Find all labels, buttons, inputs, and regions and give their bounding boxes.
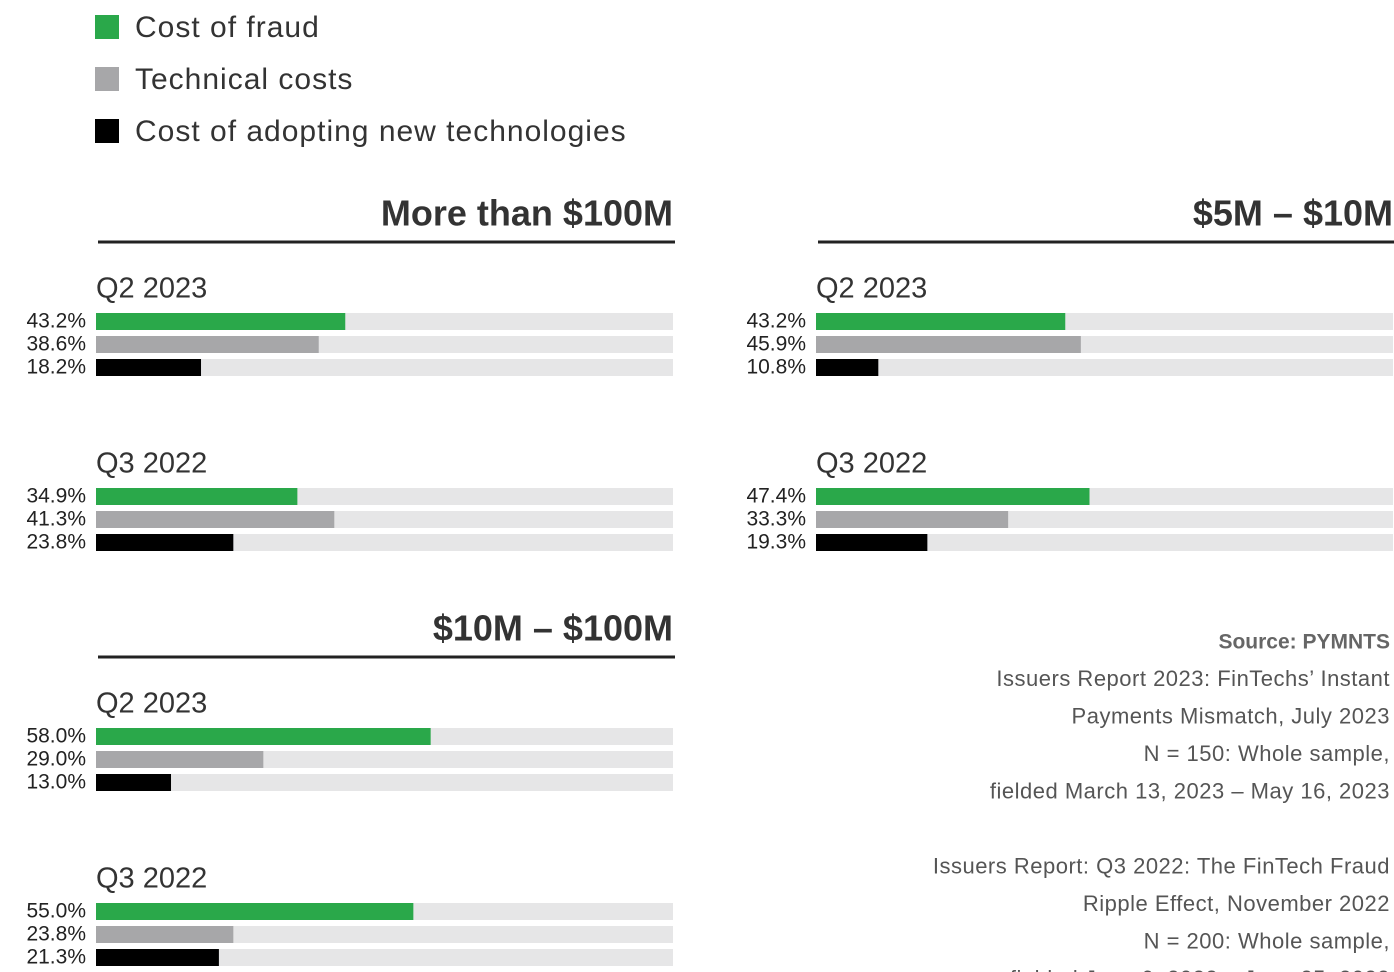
bar [816, 313, 1066, 330]
value-label: 41.3% [26, 508, 86, 531]
bar [96, 774, 172, 791]
bar [96, 511, 335, 528]
bar [96, 751, 264, 768]
source-line: N = 150: Whole sample, [1144, 741, 1390, 766]
bar [816, 359, 879, 376]
source-line: Issuers Report 2023: FinTechs’ Instant [996, 666, 1390, 691]
value-label: 34.9% [26, 485, 86, 508]
legend-label: Cost of fraud [135, 11, 320, 44]
value-label: 47.4% [746, 485, 806, 508]
source-line: Issuers Report: Q3 2022: The FinTech Fra… [933, 853, 1390, 878]
bar-track [96, 359, 673, 376]
source-line: fielded June 6, 2022 – June 25, 2022 [1010, 966, 1390, 972]
value-label: 13.0% [26, 771, 86, 794]
source-line: Ripple Effect, November 2022 [1083, 891, 1390, 916]
value-label: 58.0% [26, 725, 86, 748]
value-label: 38.6% [26, 333, 86, 356]
bar [96, 336, 319, 353]
bar [816, 336, 1081, 353]
source-line: fielded March 13, 2023 – May 16, 2023 [990, 778, 1390, 803]
group-label: Q2 2023 [816, 273, 927, 305]
legend-swatch [95, 15, 119, 39]
bar [816, 534, 928, 551]
bar [96, 728, 431, 745]
bar [96, 488, 298, 505]
bar [816, 511, 1009, 528]
bar-track [96, 949, 673, 966]
value-label: 18.2% [26, 356, 86, 379]
bar [96, 534, 234, 551]
value-label: 19.3% [746, 531, 806, 554]
panel-title: $5M – $10M [1193, 193, 1393, 234]
bar [96, 359, 202, 376]
bar [96, 926, 234, 943]
value-label: 55.0% [26, 900, 86, 923]
value-label: 21.3% [26, 946, 86, 969]
panel-title: More than $100M [381, 193, 673, 234]
bar [96, 949, 219, 966]
value-label: 29.0% [26, 748, 86, 771]
legend-label: Cost of adopting new technologies [135, 115, 627, 148]
panel-title: $10M – $100M [433, 608, 673, 649]
value-label: 33.3% [746, 508, 806, 531]
group-label: Q3 2022 [96, 863, 207, 895]
value-label: 43.2% [746, 310, 806, 333]
group-label: Q2 2023 [96, 688, 207, 720]
source-label: Source: PYMNTS [1218, 631, 1390, 654]
group-label: Q3 2022 [96, 448, 207, 480]
source-line: Payments Mismatch, July 2023 [1072, 703, 1390, 728]
value-label: 45.9% [746, 333, 806, 356]
value-label: 10.8% [746, 356, 806, 379]
bar-track [816, 534, 1393, 551]
group-label: Q3 2022 [816, 448, 927, 480]
bar [816, 488, 1090, 505]
legend-swatch [95, 119, 119, 143]
bar-track [96, 774, 673, 791]
value-label: 23.8% [26, 531, 86, 554]
bar [96, 903, 414, 920]
bar [96, 313, 346, 330]
bar-track [816, 359, 1393, 376]
value-label: 43.2% [26, 310, 86, 333]
group-label: Q2 2023 [96, 273, 207, 305]
bar-track [96, 926, 673, 943]
source-line: N = 200: Whole sample, [1144, 928, 1390, 953]
legend-swatch [95, 67, 119, 91]
bar-track [96, 534, 673, 551]
legend-label: Technical costs [135, 63, 353, 96]
value-label: 23.8% [26, 923, 86, 946]
